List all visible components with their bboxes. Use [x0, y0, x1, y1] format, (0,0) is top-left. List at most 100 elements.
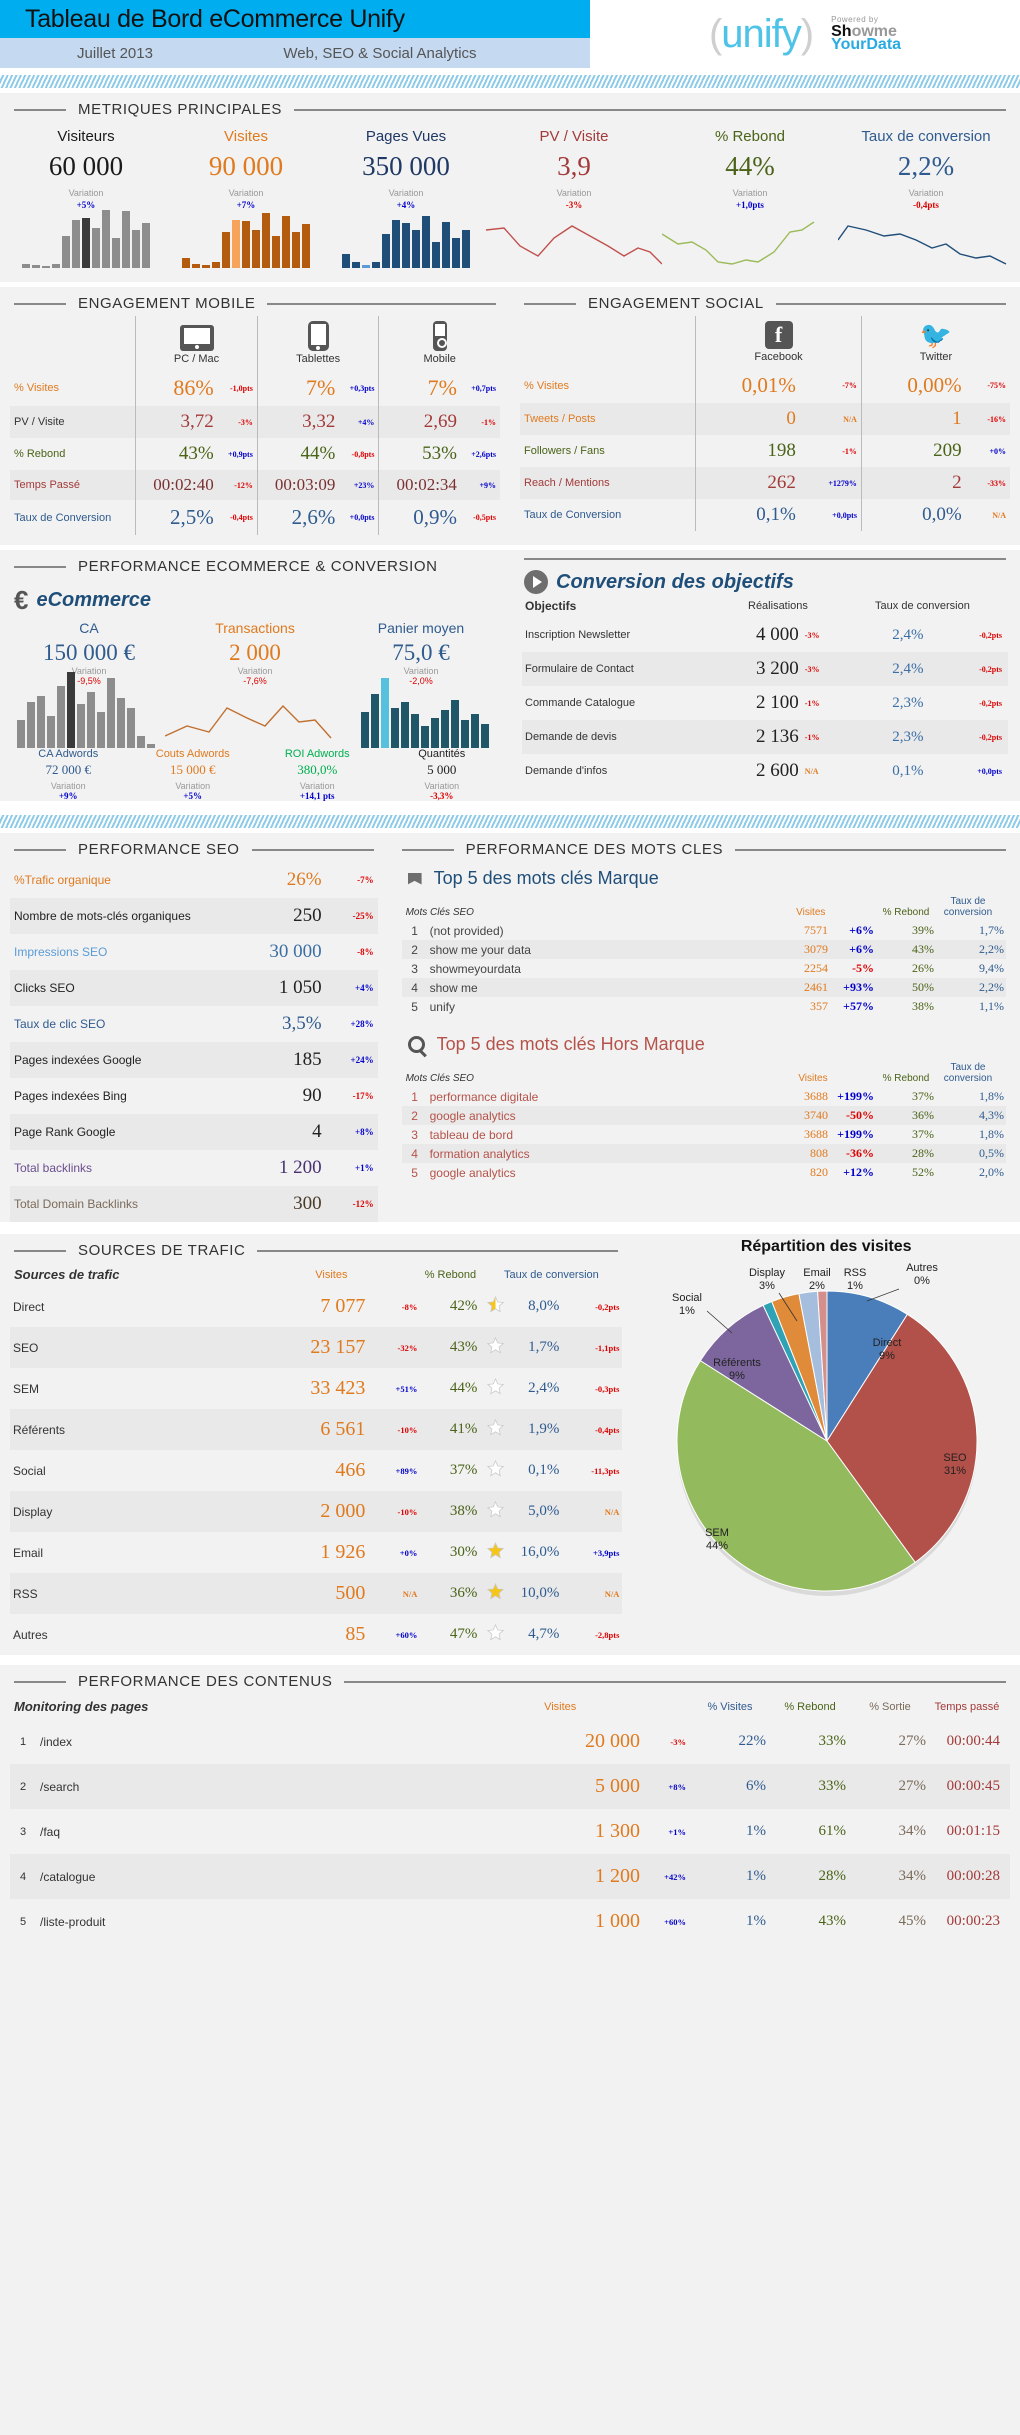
kpi-variation-value: +4% — [396, 200, 416, 210]
kw-visits: 3740 — [803, 1108, 828, 1122]
kpi-variation-value: -0,4pts — [913, 200, 939, 210]
spark-bar — [132, 230, 140, 268]
goals-col-header: Taux de conversion — [875, 600, 970, 612]
table-row: Direct 7 077 -8% 42% 8,0% -0,2pts — [10, 1286, 622, 1327]
seo-label: Taux de clic SEO — [14, 1017, 106, 1031]
seo-label: Clicks SEO — [14, 981, 75, 995]
sub-variation-label: Variation — [175, 781, 211, 791]
kw-term: unify — [429, 999, 455, 1014]
table-row: 3 /faq 1 300 +1% 1% 61% 34% 00:01:15 — [10, 1809, 1010, 1854]
star-icon — [486, 1418, 504, 1436]
source-conversion-delta: -2,8pts — [595, 1629, 620, 1640]
source-visits: 85 — [345, 1623, 366, 1645]
spark-bar — [402, 223, 410, 268]
row-label: Followers / Fans — [524, 445, 605, 457]
content-visit-pct: 6% — [746, 1778, 766, 1794]
spark-bar — [76, 704, 85, 748]
metric-delta: +0,0pts — [349, 513, 375, 522]
goals-table: Objectifs Réalisations Taux de conversion … — [522, 594, 1008, 788]
rule-right — [251, 848, 374, 851]
table-row: 4 formation analytics 808 -36% 28% 0,5% — [401, 1144, 1006, 1163]
kw-col-header: % Rebond — [882, 907, 930, 918]
kw-col-header: Mots Clés SEO — [405, 907, 474, 918]
pie-label: Référents — [714, 1357, 762, 1369]
metric-value: 3,72 — [135, 406, 218, 438]
star-icon — [486, 1582, 504, 1600]
sparkline-bars — [166, 213, 326, 268]
kpi-variation-value: -3% — [565, 200, 583, 210]
source-conversion: 8,0% — [528, 1298, 560, 1314]
kw-visits: 2254 — [803, 961, 828, 975]
source-name: Direct — [13, 1299, 45, 1314]
content-visits: 20 000 — [585, 1730, 640, 1752]
metric-label: Panier moyen — [377, 620, 465, 636]
pie-value: 1% — [679, 1305, 695, 1317]
sources-table: Sources de trafic Visites % Rebond Taux … — [10, 1263, 623, 1655]
twitter-icon: 🐦 — [919, 320, 953, 350]
goal-delta: -1% — [804, 698, 820, 708]
spark-bar — [470, 714, 479, 748]
ecommerce-metric: Transactions 2 000 Variation -7,6% — [172, 620, 338, 686]
sources-panel: SOURCES DE TRAFIC Sources de trafic Visi… — [0, 1234, 633, 1655]
kpi-label: % Rebond — [714, 128, 786, 145]
goal-value: 2 600 — [756, 760, 799, 781]
seo-delta: +8% — [354, 1127, 374, 1137]
rule-left — [14, 1249, 66, 1252]
spark-bar — [432, 242, 440, 268]
content-index: 3 — [19, 1825, 27, 1838]
kw-conversion: 1,8% — [978, 1089, 1004, 1103]
metric-delta: -7% — [842, 381, 857, 390]
goal-rate: 2,4% — [892, 626, 924, 643]
content-visits-delta: +42% — [664, 1871, 686, 1882]
kw-delta: -36% — [845, 1146, 874, 1160]
bookmark-icon — [407, 872, 422, 885]
content-bounce: 28% — [818, 1868, 847, 1884]
metric-delta: -33% — [987, 478, 1006, 488]
table-row: Display 2 000 -10% 38% 5,0% N/A — [10, 1491, 623, 1532]
table-row: 2 show me your data 3079 +6% 43% 2,2% — [401, 940, 1006, 959]
kw-col-header: % Rebond — [882, 1073, 930, 1084]
kw-bounce: 50% — [911, 980, 934, 994]
section-label: METRIQUES PRINCIPALES — [78, 101, 283, 118]
sparkline-bars — [326, 216, 486, 268]
source-conversion-delta: N/A — [604, 1588, 620, 1599]
kw-visits: 3688 — [803, 1127, 828, 1141]
seo-panel: PERFORMANCE SEO %Trafic organique 26% -7… — [0, 833, 388, 1222]
kw-bounce: 37% — [911, 1089, 934, 1103]
spark-bar — [460, 720, 469, 748]
ecommerce-heading: € eCommerce — [0, 579, 510, 616]
star-icon — [486, 1623, 504, 1641]
metric-value: 2,69 — [378, 406, 461, 438]
source-bounce: 37% — [449, 1462, 478, 1478]
kw-term: showmeyourdata — [429, 961, 521, 976]
spark-bar — [392, 220, 400, 268]
source-rating — [480, 1286, 510, 1327]
cnt-col-header: % Sortie — [869, 1700, 911, 1713]
goals-heading-text: Conversion des objectifs — [556, 570, 794, 593]
sub-metric-label-cell: Couts Adwords — [131, 748, 256, 760]
spark-bar — [292, 232, 300, 268]
device-name: PC / Mac — [173, 353, 220, 365]
seo-value: 26% — [286, 869, 322, 890]
source-name: SEM — [13, 1381, 40, 1396]
cnt-col-header: % Visites — [707, 1700, 753, 1713]
kw-delta: +57% — [843, 999, 874, 1013]
metric-delta: +0% — [989, 446, 1006, 456]
spark-bar — [420, 726, 429, 748]
table-row: Total backlinks 1 200 +1% — [10, 1150, 378, 1186]
pie-chart: Direct 9% SEO 31% SEM 44% Référents 9% Socia… — [632, 1256, 1020, 1626]
kw-conversion: 1,8% — [978, 1127, 1004, 1141]
source-bounce: 30% — [449, 1544, 478, 1560]
kw-col-header: Visites — [796, 907, 826, 918]
source-rating — [480, 1491, 510, 1532]
spark-bar — [352, 262, 360, 268]
source-rating — [480, 1368, 510, 1409]
source-name: Social — [13, 1463, 46, 1478]
kw-visits: 2461 — [803, 980, 828, 994]
content-visits: 5 000 — [595, 1775, 640, 1797]
goals-table-wrap: Objectifs Réalisations Taux de conversion … — [510, 594, 1020, 788]
seo-title: PERFORMANCE SEO — [0, 833, 388, 862]
table-row: Reach / Mentions 262 +1279% 2 -33% — [520, 467, 1010, 499]
metric-variation-label: Variation — [71, 666, 107, 676]
kw-term: show me — [429, 980, 478, 995]
